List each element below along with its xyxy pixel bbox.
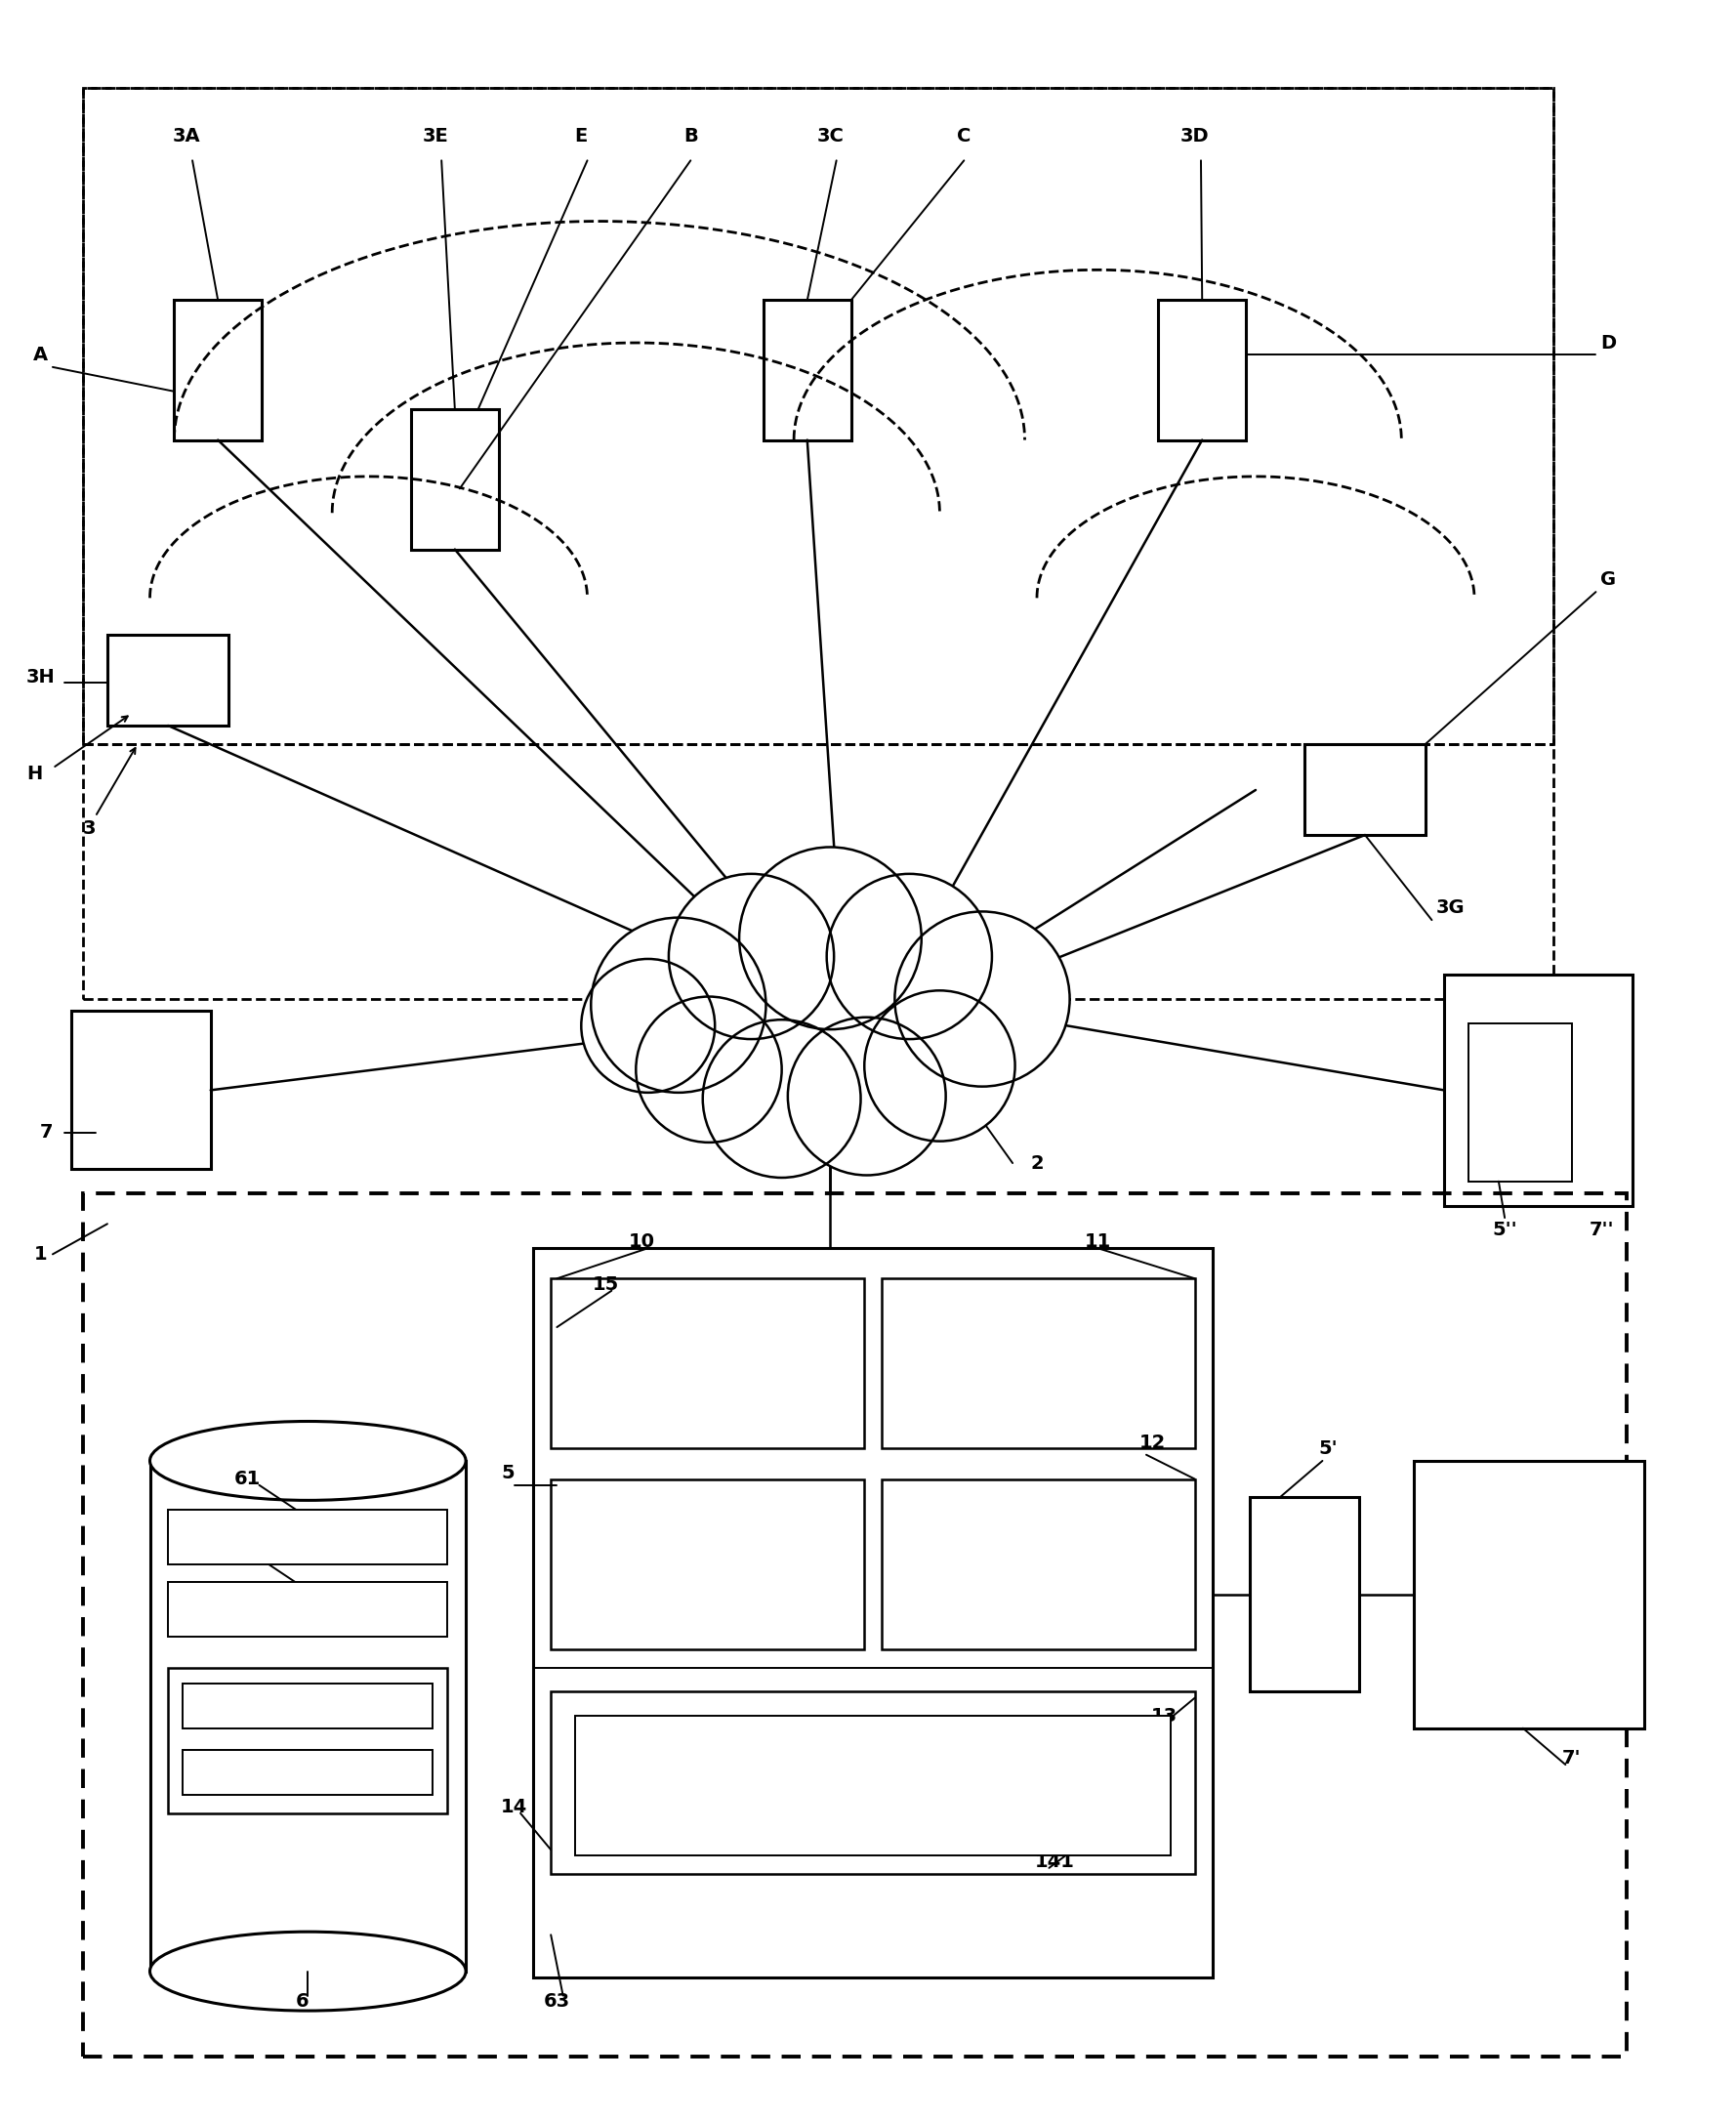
Text: 1: 1 [35,1246,47,1263]
Bar [108,634,229,726]
Text: 63: 63 [543,1993,569,2012]
Text: 3G: 3G [1436,898,1465,917]
Text: 11: 11 [1085,1233,1111,1252]
Bar [550,1691,1194,1874]
Text: D: D [1601,333,1616,352]
Circle shape [826,874,991,1040]
Bar [882,1479,1194,1649]
Text: H: H [26,764,42,783]
Circle shape [703,1021,861,1178]
Circle shape [590,917,766,1093]
Text: B: B [684,127,698,146]
Text: 632: 632 [208,1742,248,1761]
Text: E: E [575,127,589,146]
Text: 61: 61 [234,1471,260,1488]
Ellipse shape [149,1931,465,2012]
Ellipse shape [149,1422,465,1500]
Text: 5'': 5'' [1493,1220,1517,1239]
Circle shape [696,879,963,1146]
Circle shape [788,1016,946,1176]
Bar [1250,1498,1359,1691]
Text: 7'': 7'' [1590,1220,1614,1239]
Circle shape [635,997,781,1142]
Text: 631: 631 [208,1676,248,1695]
Text: 13: 13 [1151,1706,1177,1725]
Bar [1304,745,1425,834]
Bar [764,299,851,439]
Bar [1444,974,1632,1205]
Bar [550,1479,865,1649]
Text: 10: 10 [628,1233,654,1252]
Bar [83,87,1554,999]
Bar [1158,299,1246,439]
Text: 3E: 3E [422,127,448,146]
Bar [182,1751,432,1795]
Bar [168,1509,448,1564]
Circle shape [894,912,1069,1086]
Circle shape [720,938,939,1156]
Circle shape [582,959,715,1093]
Text: 3: 3 [83,819,95,838]
Bar [533,1248,1213,1978]
Bar [83,87,1554,745]
Text: F: F [769,904,783,923]
Text: 3A: 3A [172,127,200,146]
Text: 12: 12 [1139,1432,1165,1451]
Text: 5': 5' [1319,1439,1338,1458]
Text: 62: 62 [234,1543,260,1562]
Bar [411,410,498,550]
Text: 3H: 3H [26,668,56,685]
Bar [182,1683,432,1727]
Circle shape [668,874,833,1040]
Bar [149,1460,465,1971]
Circle shape [740,847,922,1029]
Bar [168,1583,448,1636]
Text: 141: 141 [1035,1853,1075,1872]
Bar [575,1717,1170,1857]
Bar [1469,1023,1571,1182]
Circle shape [865,991,1016,1142]
Bar [83,1193,1627,2056]
Text: 15: 15 [592,1275,618,1294]
Text: 2: 2 [1029,1154,1043,1171]
Text: 3C: 3C [816,127,844,146]
Text: 5: 5 [502,1464,516,1483]
Bar [71,1012,210,1169]
Text: 7': 7' [1562,1749,1581,1768]
Text: 6: 6 [295,1993,309,2012]
Text: 7: 7 [40,1123,54,1142]
Bar [550,1280,865,1449]
Text: 3D: 3D [1180,127,1210,146]
Text: G: G [1601,571,1616,590]
Bar [1413,1460,1644,1727]
Text: C: C [957,127,970,146]
Bar [168,1668,448,1814]
Text: 14: 14 [502,1797,528,1816]
Bar [174,299,262,439]
Text: A: A [33,346,49,365]
Bar [882,1280,1194,1449]
